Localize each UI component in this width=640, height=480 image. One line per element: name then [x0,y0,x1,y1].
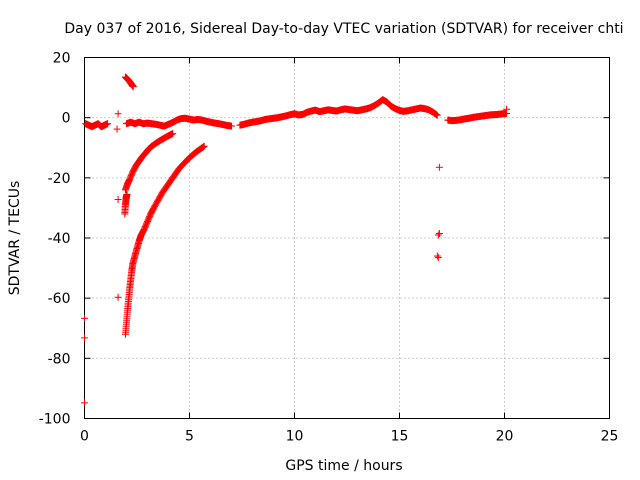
data-point [435,163,443,171]
data-point [433,252,441,260]
data-point [434,231,442,239]
data-point [228,122,235,130]
data-point [81,334,88,342]
x-tick-label: 10 [286,429,304,445]
y-axis-title: SDTVAR / TECUs [7,181,23,296]
data-point [199,143,207,151]
series-early-drop [121,190,131,218]
y-tick-label: -20 [48,171,71,187]
data-point [129,83,137,91]
series-spike-high [121,73,137,91]
data-point [114,195,122,203]
data-point [81,399,88,407]
x-axis-title: GPS time / hours [285,458,402,474]
x-tick-label: 20 [496,429,514,445]
data-point [123,190,131,198]
y-tick-label: 20 [53,51,71,67]
data-point [169,130,177,138]
data-point [433,111,441,119]
data-point [113,125,121,133]
series-main-band [82,96,511,131]
data-point [81,314,88,322]
x-tick-label: 15 [391,429,409,445]
data-point [114,110,122,118]
data-point [503,105,511,113]
y-tick-label: 0 [62,111,71,127]
data-point [434,254,442,262]
x-tick-label: 25 [601,429,619,445]
data-point [114,293,122,301]
data-point [433,111,441,119]
data-point [200,142,208,150]
data-point [200,143,207,151]
y-tick-label: -40 [48,231,71,247]
y-tick-label: -80 [48,351,71,367]
series-lower-recovery [121,142,208,338]
series-isolated [81,105,511,407]
grid [84,57,610,419]
chart-title: Day 037 of 2016, Sidereal Day-to-day VTE… [64,21,623,37]
data-points [81,73,511,407]
axis-ticks: 0 5 10 15 20 25 -100 -80 -60 -40 -20 0 20 [39,51,619,445]
y-tick-label: -60 [48,291,71,307]
y-tick-label: -100 [39,412,71,428]
data-point [435,229,443,237]
series-upper-recovery [121,130,177,194]
x-tick-label: 5 [185,429,194,445]
data-point [432,110,440,118]
x-tick-label: 0 [80,429,89,445]
data-point [104,120,112,128]
